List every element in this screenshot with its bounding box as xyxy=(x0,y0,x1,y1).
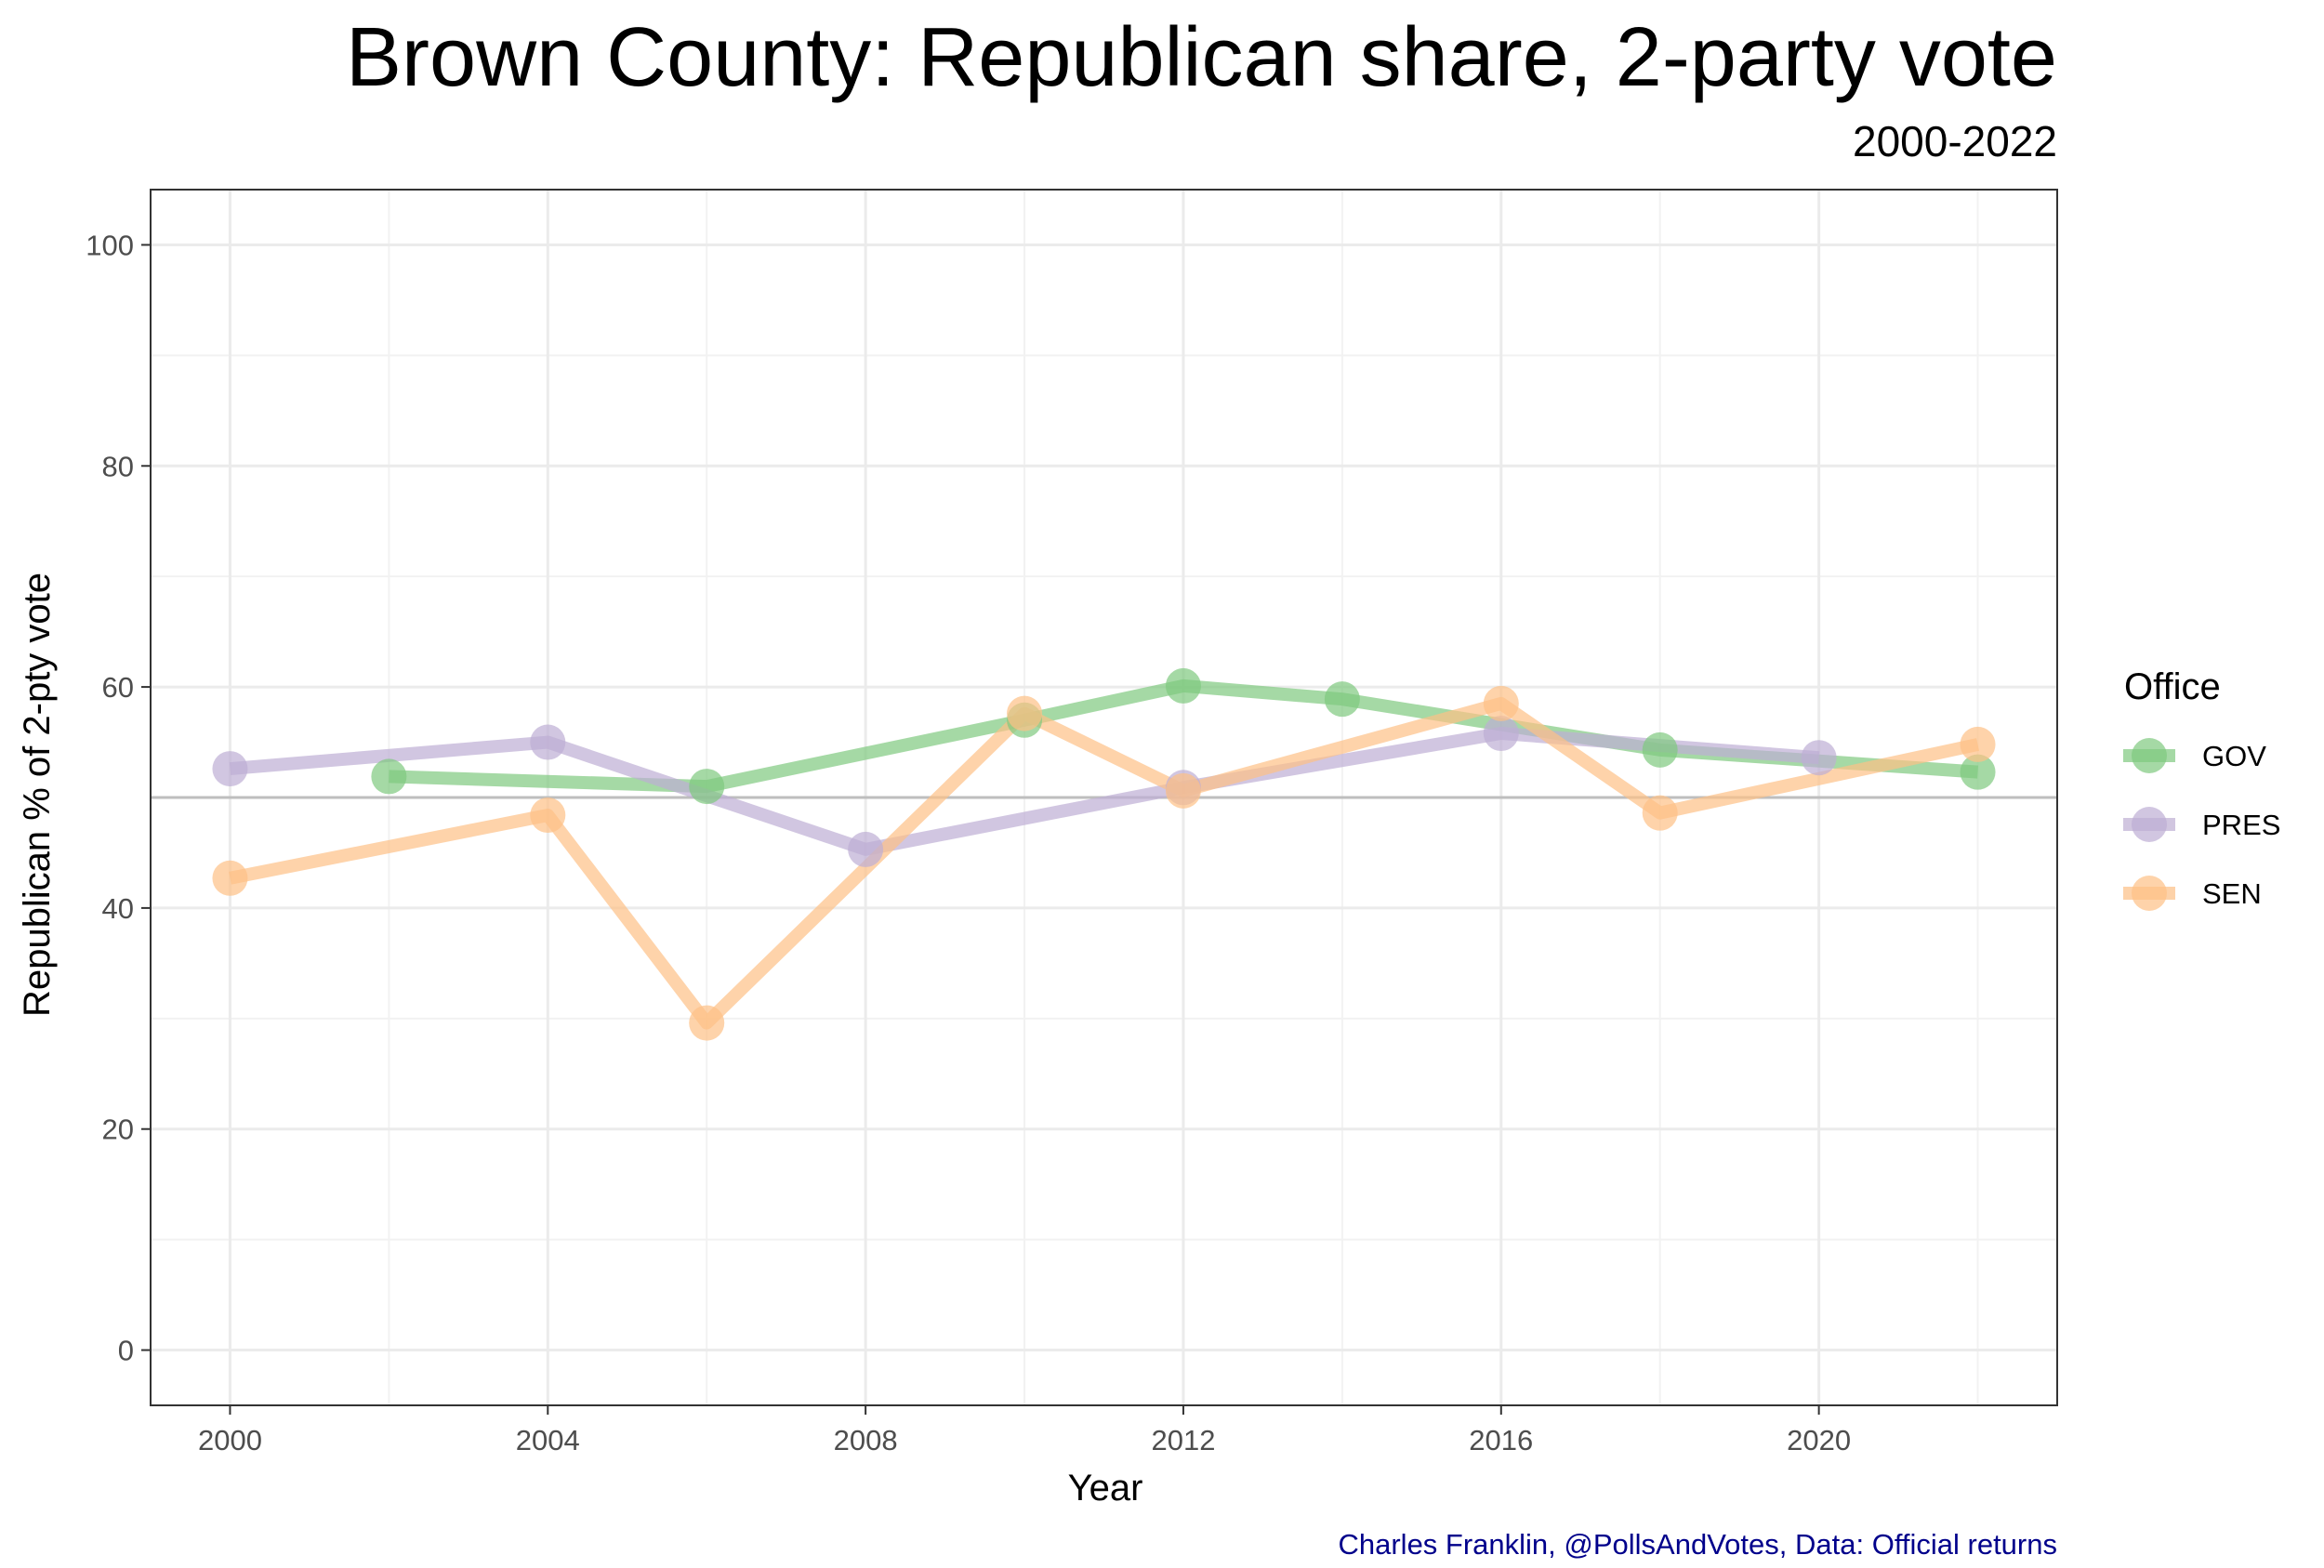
x-tick-label: 2020 xyxy=(1787,1424,1851,1456)
legend-item-pres: PRES xyxy=(2123,807,2280,842)
legend-key-point-gov xyxy=(2132,738,2167,773)
y-tick-label: 40 xyxy=(102,892,134,925)
y-tick-label: 0 xyxy=(118,1335,134,1367)
legend-label-sen: SEN xyxy=(2202,877,2262,910)
point-sen xyxy=(1642,795,1678,831)
legend-key-point-pres xyxy=(2132,807,2167,842)
series-layer xyxy=(150,189,2058,1406)
point-gov xyxy=(1324,681,1360,718)
point-sen xyxy=(1165,772,1201,809)
point-pres xyxy=(212,751,248,787)
point-sen xyxy=(1007,695,1043,731)
point-pres xyxy=(530,724,566,760)
y-tick-label: 100 xyxy=(86,229,134,261)
x-axis-ticks: 2000 2004 2008 2012 2016 2020 xyxy=(198,1405,1851,1456)
legend-label-gov: GOV xyxy=(2202,740,2266,772)
point-gov xyxy=(689,769,725,805)
legend-item-sen: SEN xyxy=(2123,876,2262,911)
y-tick-label: 60 xyxy=(102,671,134,704)
point-pres xyxy=(1483,716,1519,752)
point-pres xyxy=(1801,740,1837,776)
point-gov xyxy=(1165,667,1201,704)
legend-label-pres: PRES xyxy=(2202,809,2280,841)
x-tick-label: 2004 xyxy=(516,1424,580,1456)
point-sen xyxy=(212,860,248,896)
legend-item-gov: GOV xyxy=(2123,738,2266,773)
point-gov xyxy=(371,758,407,795)
x-axis-title: Year xyxy=(1068,1468,1143,1509)
y-tick-label: 20 xyxy=(102,1113,134,1146)
panel-border xyxy=(150,189,2058,1406)
x-tick-label: 2012 xyxy=(1151,1424,1215,1456)
chart-subtitle: 2000-2022 xyxy=(1853,117,2057,165)
y-tick-label: 80 xyxy=(102,450,134,482)
point-sen xyxy=(1960,726,1996,762)
chart-caption: Charles Franklin, @PollsAndVotes, Data: … xyxy=(1338,1528,2057,1561)
x-tick-label: 2000 xyxy=(198,1424,262,1456)
point-sen xyxy=(689,1005,725,1041)
y-axis-ticks: 0 20 40 60 80 100 xyxy=(86,229,151,1367)
point-pres xyxy=(848,831,884,867)
legend: GOV PRES SEN xyxy=(2123,738,2280,911)
series-sen xyxy=(229,696,1980,1030)
point-gov xyxy=(1642,731,1678,768)
x-tick-label: 2016 xyxy=(1469,1424,1533,1456)
point-gov xyxy=(1960,754,1996,790)
legend-key-point-sen xyxy=(2132,876,2167,911)
chart-title: Brown County: Republican share, 2-party … xyxy=(346,11,2057,104)
point-sen xyxy=(1483,685,1519,721)
x-tick-label: 2008 xyxy=(834,1424,898,1456)
legend-title: Office xyxy=(2124,666,2221,707)
series-points-sen xyxy=(212,685,1996,1041)
series-line-sen xyxy=(229,696,1980,1030)
point-sen xyxy=(530,797,566,834)
y-axis-title: Republican % of 2-pty vote xyxy=(17,573,58,1017)
